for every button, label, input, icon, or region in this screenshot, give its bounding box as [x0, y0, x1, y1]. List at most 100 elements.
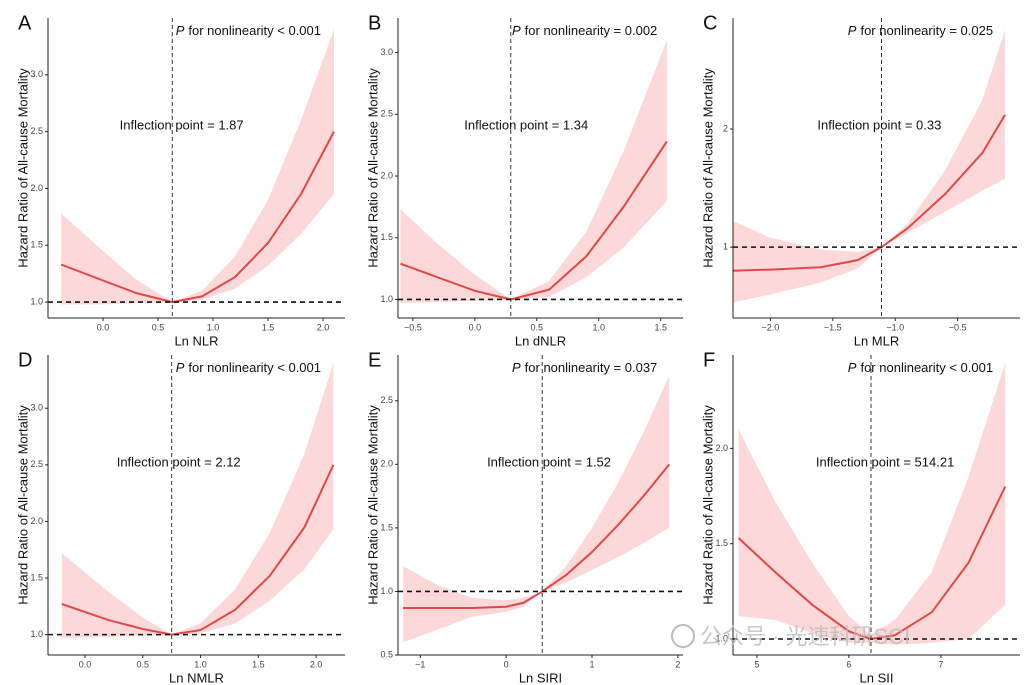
panel: 0.0 0.5 1.0 1.5 2.0 1.0 1.5 2.0 2.5 3.0 Ln NMLR Haz…: [15, 349, 345, 685]
x-tick-label: −1.0: [886, 322, 904, 332]
inflection-annotation: Inflection point = 1.87: [120, 117, 244, 132]
y-axis-label: Hazard Ratio of All-cause Mortality: [365, 405, 380, 605]
x-tick-label: 0: [504, 659, 509, 669]
y-tick-label: 1.0: [380, 586, 393, 596]
y-tick-label: 3.0: [380, 47, 393, 57]
x-tick-label: −2.0: [762, 322, 780, 332]
hazard-curve: [400, 140, 668, 301]
hazard-curve: [60, 131, 335, 304]
x-tick-label: 0.0: [469, 322, 482, 332]
confidence-band: [61, 362, 334, 639]
x-axis-label: Ln MLR: [854, 333, 900, 348]
x-axis-label: Ln SIRI: [519, 670, 562, 685]
y-tick-label: 1: [723, 242, 728, 252]
x-tick-label: 1.0: [592, 322, 605, 332]
y-tick-label: 1.0: [30, 296, 43, 306]
y-tick-label: 3.0: [30, 69, 43, 79]
p-italic: P: [848, 360, 857, 375]
panel-letter: D: [18, 349, 32, 371]
x-tick-label: 0.0: [79, 659, 92, 669]
inflection-annotation: Inflection point = 514.21: [816, 454, 954, 469]
p-text: for nonlinearity = 0.037: [525, 360, 658, 375]
confidence-band: [738, 362, 1006, 645]
panel-letter: C: [703, 12, 717, 34]
x-axis-label: Ln NMLR: [169, 670, 224, 685]
p-italic: P: [512, 360, 521, 375]
p-text: for nonlinearity = 0.025: [860, 23, 993, 38]
confidence-band: [61, 29, 334, 305]
inflection-annotation: Inflection point = 2.12: [117, 454, 241, 469]
y-tick-label: 2.0: [715, 443, 728, 453]
x-tick-label: 1.0: [207, 322, 220, 332]
y-tick-label: 1.5: [380, 232, 393, 242]
watermark: 公众号 · 光速科研SCI: [671, 624, 910, 649]
p-text: for nonlinearity < 0.001: [860, 360, 993, 375]
confidence-band: [733, 29, 1006, 303]
watermark-icon: [671, 624, 695, 648]
p-italic: P: [848, 23, 857, 38]
y-axis-label: Hazard Ratio of All-cause Mortality: [700, 68, 715, 268]
y-axis-label: Hazard Ratio of All-cause Mortality: [15, 405, 30, 605]
inflection-annotation: Inflection point = 0.33: [817, 117, 941, 132]
y-tick-label: 1.5: [30, 572, 43, 582]
x-tick-label: 2.0: [317, 322, 330, 332]
x-tick-label: −0.5: [404, 322, 422, 332]
y-tick-label: 1.5: [30, 240, 43, 250]
x-tick-label: 1.5: [654, 322, 667, 332]
confidence-band: [403, 375, 670, 643]
y-tick-label: 2: [723, 123, 728, 133]
y-tick-label: 2.0: [380, 170, 393, 180]
p-italic: P: [176, 23, 185, 38]
y-tick-label: 2.0: [30, 516, 43, 526]
y-tick-label: 2.5: [380, 109, 393, 119]
hazard-curve: [61, 464, 335, 636]
p-text: for nonlinearity < 0.001: [188, 360, 321, 375]
x-tick-label: 7: [938, 659, 943, 669]
y-tick-label: 1.0: [30, 629, 43, 639]
x-tick-label: 6: [846, 659, 851, 669]
x-axis-label: Ln dNLR: [515, 333, 566, 348]
panel: −2.0 −1.5 −1.0 −0.5 1 2 Ln MLR Hazard Ratio of …: [700, 12, 1020, 348]
y-tick-label: 1.0: [380, 294, 393, 304]
x-tick-label: −0.5: [949, 322, 967, 332]
p-italic: P: [176, 360, 185, 375]
p-text: for nonlinearity < 0.001: [188, 23, 321, 38]
p-italic: P: [512, 23, 521, 38]
y-axis-label: Hazard Ratio of All-cause Mortality: [365, 68, 380, 268]
panel: 5 6 7 1.0 1.5 2.0 Ln SII Hazard Ratio of All-ca…: [700, 349, 1020, 685]
x-tick-label: 0.5: [531, 322, 544, 332]
y-tick-label: 2.5: [30, 459, 43, 469]
panel-letter: E: [368, 349, 381, 371]
y-tick-label: 1.0: [715, 633, 728, 643]
x-tick-label: −1.5: [824, 322, 842, 332]
x-axis-label: Ln NLR: [174, 333, 218, 348]
panel: −1 0 1 2 0.5 1.0 1.5 2.0 2.5 Ln SIRI Hazard Ratio …: [365, 349, 683, 685]
x-tick-label: 2: [675, 659, 680, 669]
inflection-annotation: Inflection point = 1.34: [464, 117, 588, 132]
panel: 0.0 0.5 1.0 1.5 2.0 1.0 1.5 2.0 2.5 3.0 Ln NLR Haza…: [15, 12, 345, 348]
x-tick-label: 5: [754, 659, 759, 669]
y-tick-label: 2.5: [30, 126, 43, 136]
x-tick-label: 1: [589, 659, 594, 669]
inflection-annotation: Inflection point = 1.52: [487, 454, 611, 469]
y-tick-label: 1.5: [715, 538, 728, 548]
x-tick-label: 1.0: [194, 659, 207, 669]
panel: −0.5 0.0 0.5 1.0 1.5 1.0 1.5 2.0 2.5 3.0 Ln dNLR Ha…: [365, 12, 683, 348]
y-tick-label: 2.0: [380, 459, 393, 469]
x-tick-label: 2.0: [310, 659, 323, 669]
panel-letter: B: [368, 12, 381, 34]
x-tick-label: 0.5: [152, 322, 165, 332]
x-tick-label: 1.5: [262, 322, 275, 332]
x-axis-label: Ln SII: [860, 670, 894, 685]
x-tick-label: 0.0: [97, 322, 110, 332]
y-tick-label: 3.0: [30, 403, 43, 413]
x-tick-label: 0.5: [137, 659, 150, 669]
confidence-band: [400, 40, 667, 304]
y-tick-label: 1.5: [380, 522, 393, 532]
y-tick-label: 0.5: [380, 649, 393, 659]
